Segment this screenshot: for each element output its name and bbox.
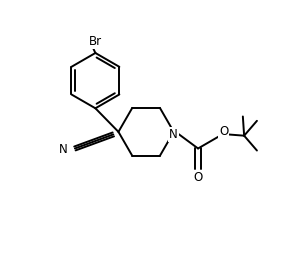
Text: N: N: [59, 143, 68, 156]
Text: O: O: [193, 171, 203, 184]
Text: N: N: [169, 128, 178, 141]
Text: Br: Br: [89, 35, 102, 48]
Text: O: O: [219, 125, 228, 138]
